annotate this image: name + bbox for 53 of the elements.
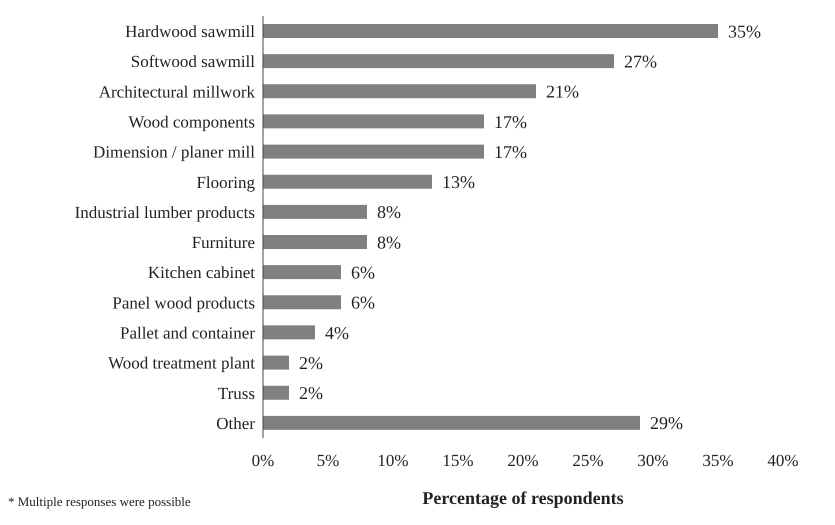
bar: [263, 204, 367, 219]
y-tick-label: Pallet and container: [120, 324, 256, 343]
data-label: 4%: [325, 322, 349, 343]
y-tick-label: Other: [216, 414, 256, 433]
bar: [263, 84, 536, 98]
y-tick-label: Wood components: [128, 112, 255, 132]
x-tick-label: 30%: [637, 451, 669, 470]
bar: [263, 416, 640, 430]
x-tick-label: 5%: [316, 451, 340, 470]
data-label: 35%: [728, 21, 761, 42]
bar: [263, 325, 315, 340]
x-tick-label: 25%: [572, 451, 604, 470]
y-tick-label: Architectural millwork: [98, 82, 256, 102]
x-tick-label: 40%: [767, 451, 799, 470]
x-tick-label: 0%: [252, 451, 274, 470]
data-label: 21%: [546, 82, 579, 102]
data-label: 29%: [650, 413, 683, 434]
y-tick-label: Truss: [218, 384, 255, 403]
y-tick-label: Flooring: [196, 172, 256, 192]
bar: [263, 235, 367, 249]
y-tick-label: Wood treatment plant: [108, 354, 256, 373]
y-tick-label: Softwood sawmill: [130, 52, 256, 72]
x-tick-label: 15%: [442, 451, 474, 470]
bar: [263, 144, 484, 159]
x-tick-label: 10%: [377, 451, 409, 470]
y-tick-label: Industrial lumber products: [74, 202, 255, 222]
data-label: 6%: [351, 262, 375, 283]
data-label: 27%: [624, 52, 657, 72]
bar: [263, 114, 484, 128]
bar: [263, 386, 289, 400]
y-tick-label: Kitchen cabinet: [148, 263, 256, 282]
data-label: 6%: [351, 292, 375, 313]
bar: [263, 265, 341, 280]
text: * Multiple responses were possible: [8, 494, 191, 510]
x-axis-title: Percentage of respondents: [422, 488, 624, 508]
x-tick-label: 20%: [507, 451, 539, 470]
data-label: 2%: [299, 352, 323, 373]
data-label: 8%: [377, 232, 401, 252]
y-tick-label: Hardwood sawmill: [125, 22, 256, 42]
bar: [263, 54, 614, 68]
data-label: 17%: [494, 142, 527, 162]
y-tick-label: Panel wood products: [112, 293, 255, 312]
data-label: 8%: [377, 202, 401, 222]
bar: [263, 295, 341, 310]
data-label: 17%: [494, 112, 527, 132]
bar: [263, 356, 289, 370]
data-label: 2%: [299, 383, 323, 404]
bar: [263, 174, 432, 189]
data-label: 13%: [442, 172, 475, 192]
bar: [263, 24, 718, 38]
y-tick-label: Dimension / planer mill: [93, 142, 256, 162]
x-tick-label: 35%: [702, 451, 734, 470]
y-tick-label: Furniture: [192, 233, 255, 252]
